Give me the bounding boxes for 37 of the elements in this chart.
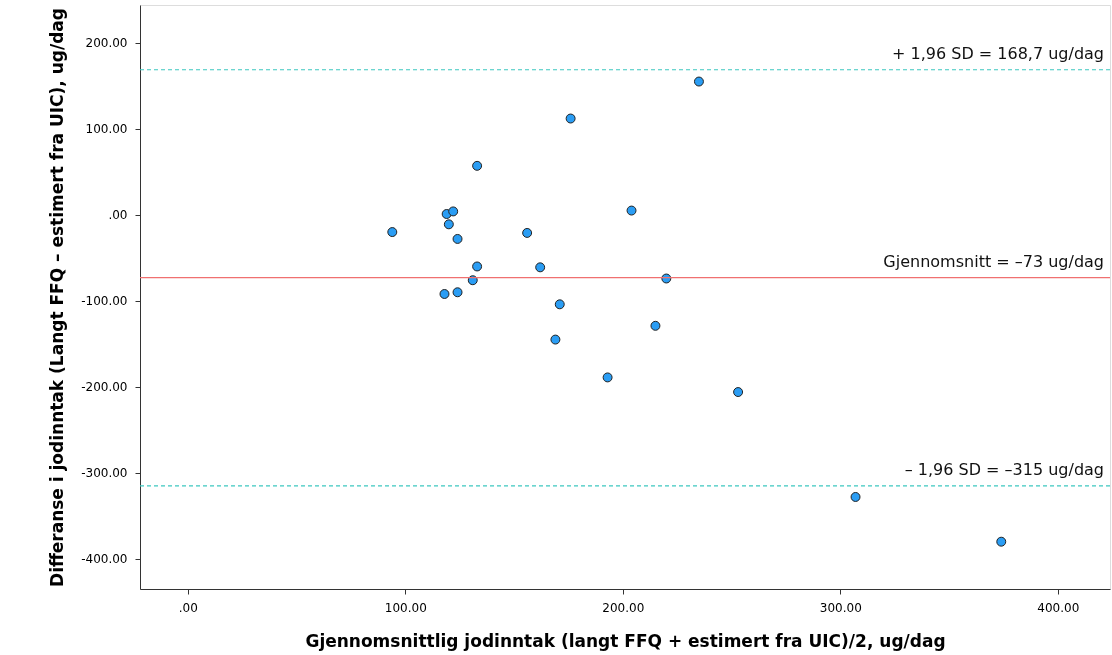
- point: [452, 287, 463, 298]
- point: [439, 289, 450, 299]
- y-axis-title: Differanse i jodinntak (Langt FFQ – estimert fra UIC), ug/dag: [47, 8, 68, 587]
- point: [554, 299, 565, 310]
- point: [693, 76, 704, 87]
- y-tick-label: 200.00: [85, 36, 128, 51]
- y-tick-label: -300.00: [81, 466, 128, 481]
- point: [472, 261, 483, 272]
- ref-line-label: Gjennomsnitt = –73 ug/dag: [883, 251, 1104, 271]
- ref-line-label: + 1,96 SD = 168,7 ug/dag: [892, 43, 1104, 63]
- point: [550, 334, 561, 345]
- y-tick-label: -100.00: [81, 294, 128, 309]
- x-tick-label: 300.00: [819, 600, 862, 615]
- point: [650, 320, 661, 331]
- x-tick-label: .00: [178, 600, 198, 615]
- point: [443, 219, 454, 230]
- x-tick-label: 400.00: [1037, 600, 1080, 615]
- point: [850, 492, 861, 502]
- x-tick-label: 100.00: [384, 600, 427, 615]
- point: [522, 227, 533, 238]
- y-tick-label: 100.00: [85, 122, 128, 137]
- point: [472, 160, 483, 171]
- y-tick-label: -400.00: [81, 552, 128, 567]
- point: [733, 387, 744, 397]
- point: [602, 372, 613, 383]
- point: [448, 206, 459, 217]
- point: [996, 536, 1007, 547]
- y-tick-label: -200.00: [81, 380, 128, 395]
- point: [535, 262, 546, 273]
- x-tick-label: 200.00: [602, 600, 645, 615]
- ref-line-label: – 1,96 SD = –315 ug/dag: [904, 459, 1104, 479]
- point: [387, 227, 398, 238]
- point: [565, 113, 576, 124]
- y-tick-label: .00: [108, 208, 128, 223]
- point: [452, 233, 463, 244]
- point: [626, 205, 637, 216]
- x-axis-title: Gjennomsnittlig jodinntak (langt FFQ + estimert fra UIC)/2, ug/dag: [305, 630, 946, 651]
